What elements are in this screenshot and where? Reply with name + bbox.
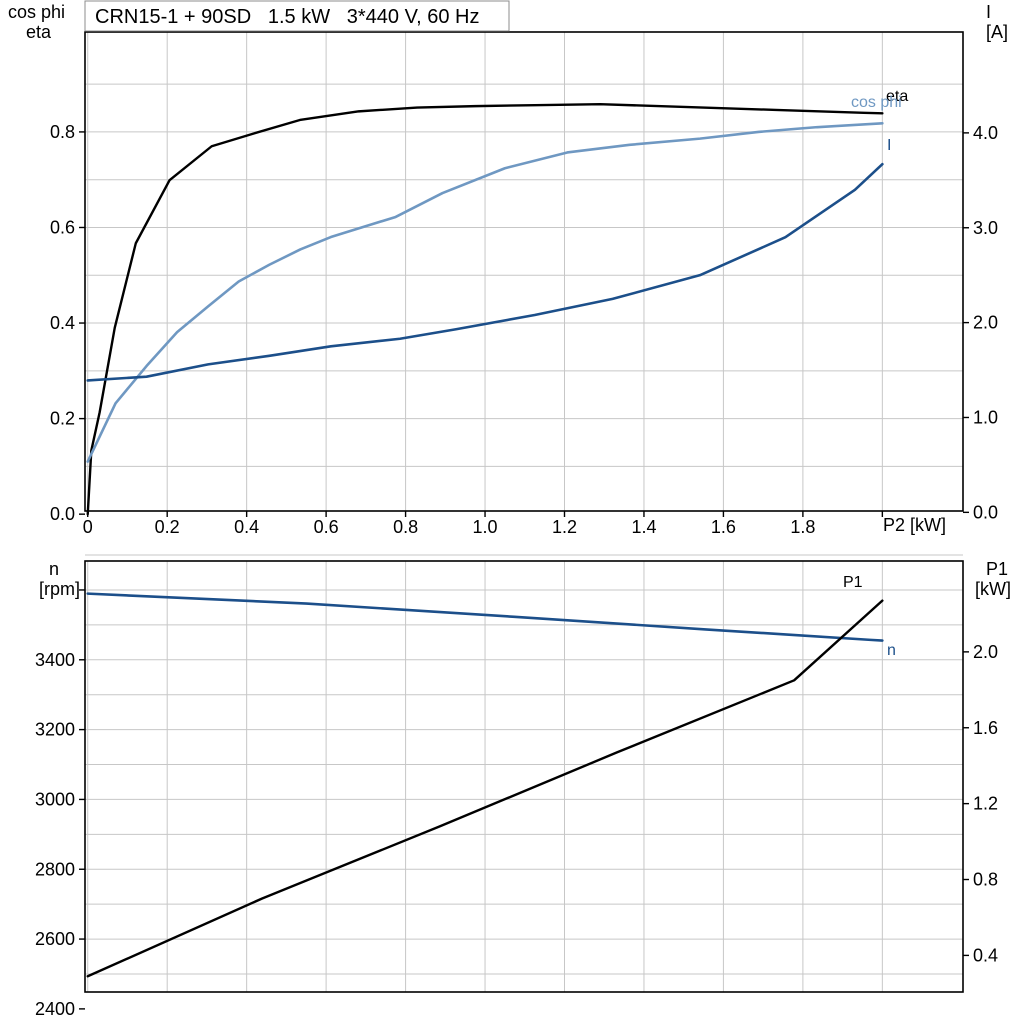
svg-text:0.4: 0.4 [973,945,998,965]
svg-text:3000: 3000 [35,789,75,809]
svg-text:2800: 2800 [35,859,75,879]
svg-text:I: I [887,137,891,154]
svg-text:2.0: 2.0 [973,313,998,333]
svg-text:0.4: 0.4 [234,517,259,537]
svg-text:[kW]: [kW] [975,579,1011,599]
svg-text:3400: 3400 [35,650,75,670]
svg-text:[A]: [A] [986,22,1008,42]
svg-text:n: n [887,642,896,659]
svg-text:1.0: 1.0 [473,517,498,537]
svg-text:0.6: 0.6 [314,517,339,537]
svg-text:I: I [986,2,991,22]
svg-text:1.4: 1.4 [631,517,656,537]
svg-text:0.2: 0.2 [155,517,180,537]
svg-text:eta: eta [26,22,52,42]
svg-text:1.6: 1.6 [973,718,998,738]
svg-text:0.2: 0.2 [50,409,75,429]
svg-text:2400: 2400 [35,999,75,1019]
svg-text:0: 0 [83,517,93,537]
svg-text:0.6: 0.6 [50,217,75,237]
svg-text:0.0: 0.0 [50,504,75,524]
svg-text:1.2: 1.2 [552,517,577,537]
svg-text:1.6: 1.6 [711,517,736,537]
svg-text:1.0: 1.0 [973,407,998,427]
svg-text:0.8: 0.8 [393,517,418,537]
svg-text:1.2: 1.2 [973,794,998,814]
svg-text:2600: 2600 [35,929,75,949]
svg-text:4.0: 4.0 [973,123,998,143]
svg-text:3.0: 3.0 [973,218,998,238]
svg-text:P1: P1 [843,574,863,591]
svg-text:cos phi: cos phi [851,94,902,111]
svg-text:0.4: 0.4 [50,313,75,333]
svg-text:CRN15-1 + 90SD 1.5 kW 3*44: CRN15-1 + 90SD 1.5 kW 3*440 V, 60 Hz [95,6,479,28]
svg-text:P1: P1 [986,559,1008,579]
svg-text:2.0: 2.0 [973,642,998,662]
svg-text:n: n [49,559,59,579]
svg-text:[rpm]: [rpm] [39,579,80,599]
svg-text:0.8: 0.8 [973,870,998,890]
svg-text:0.8: 0.8 [50,122,75,142]
svg-text:3200: 3200 [35,720,75,740]
svg-text:cos phi: cos phi [8,2,65,22]
svg-text:0.0: 0.0 [973,502,998,522]
svg-text:1.8: 1.8 [790,517,815,537]
svg-text:P2 [kW]: P2 [kW] [883,515,946,535]
